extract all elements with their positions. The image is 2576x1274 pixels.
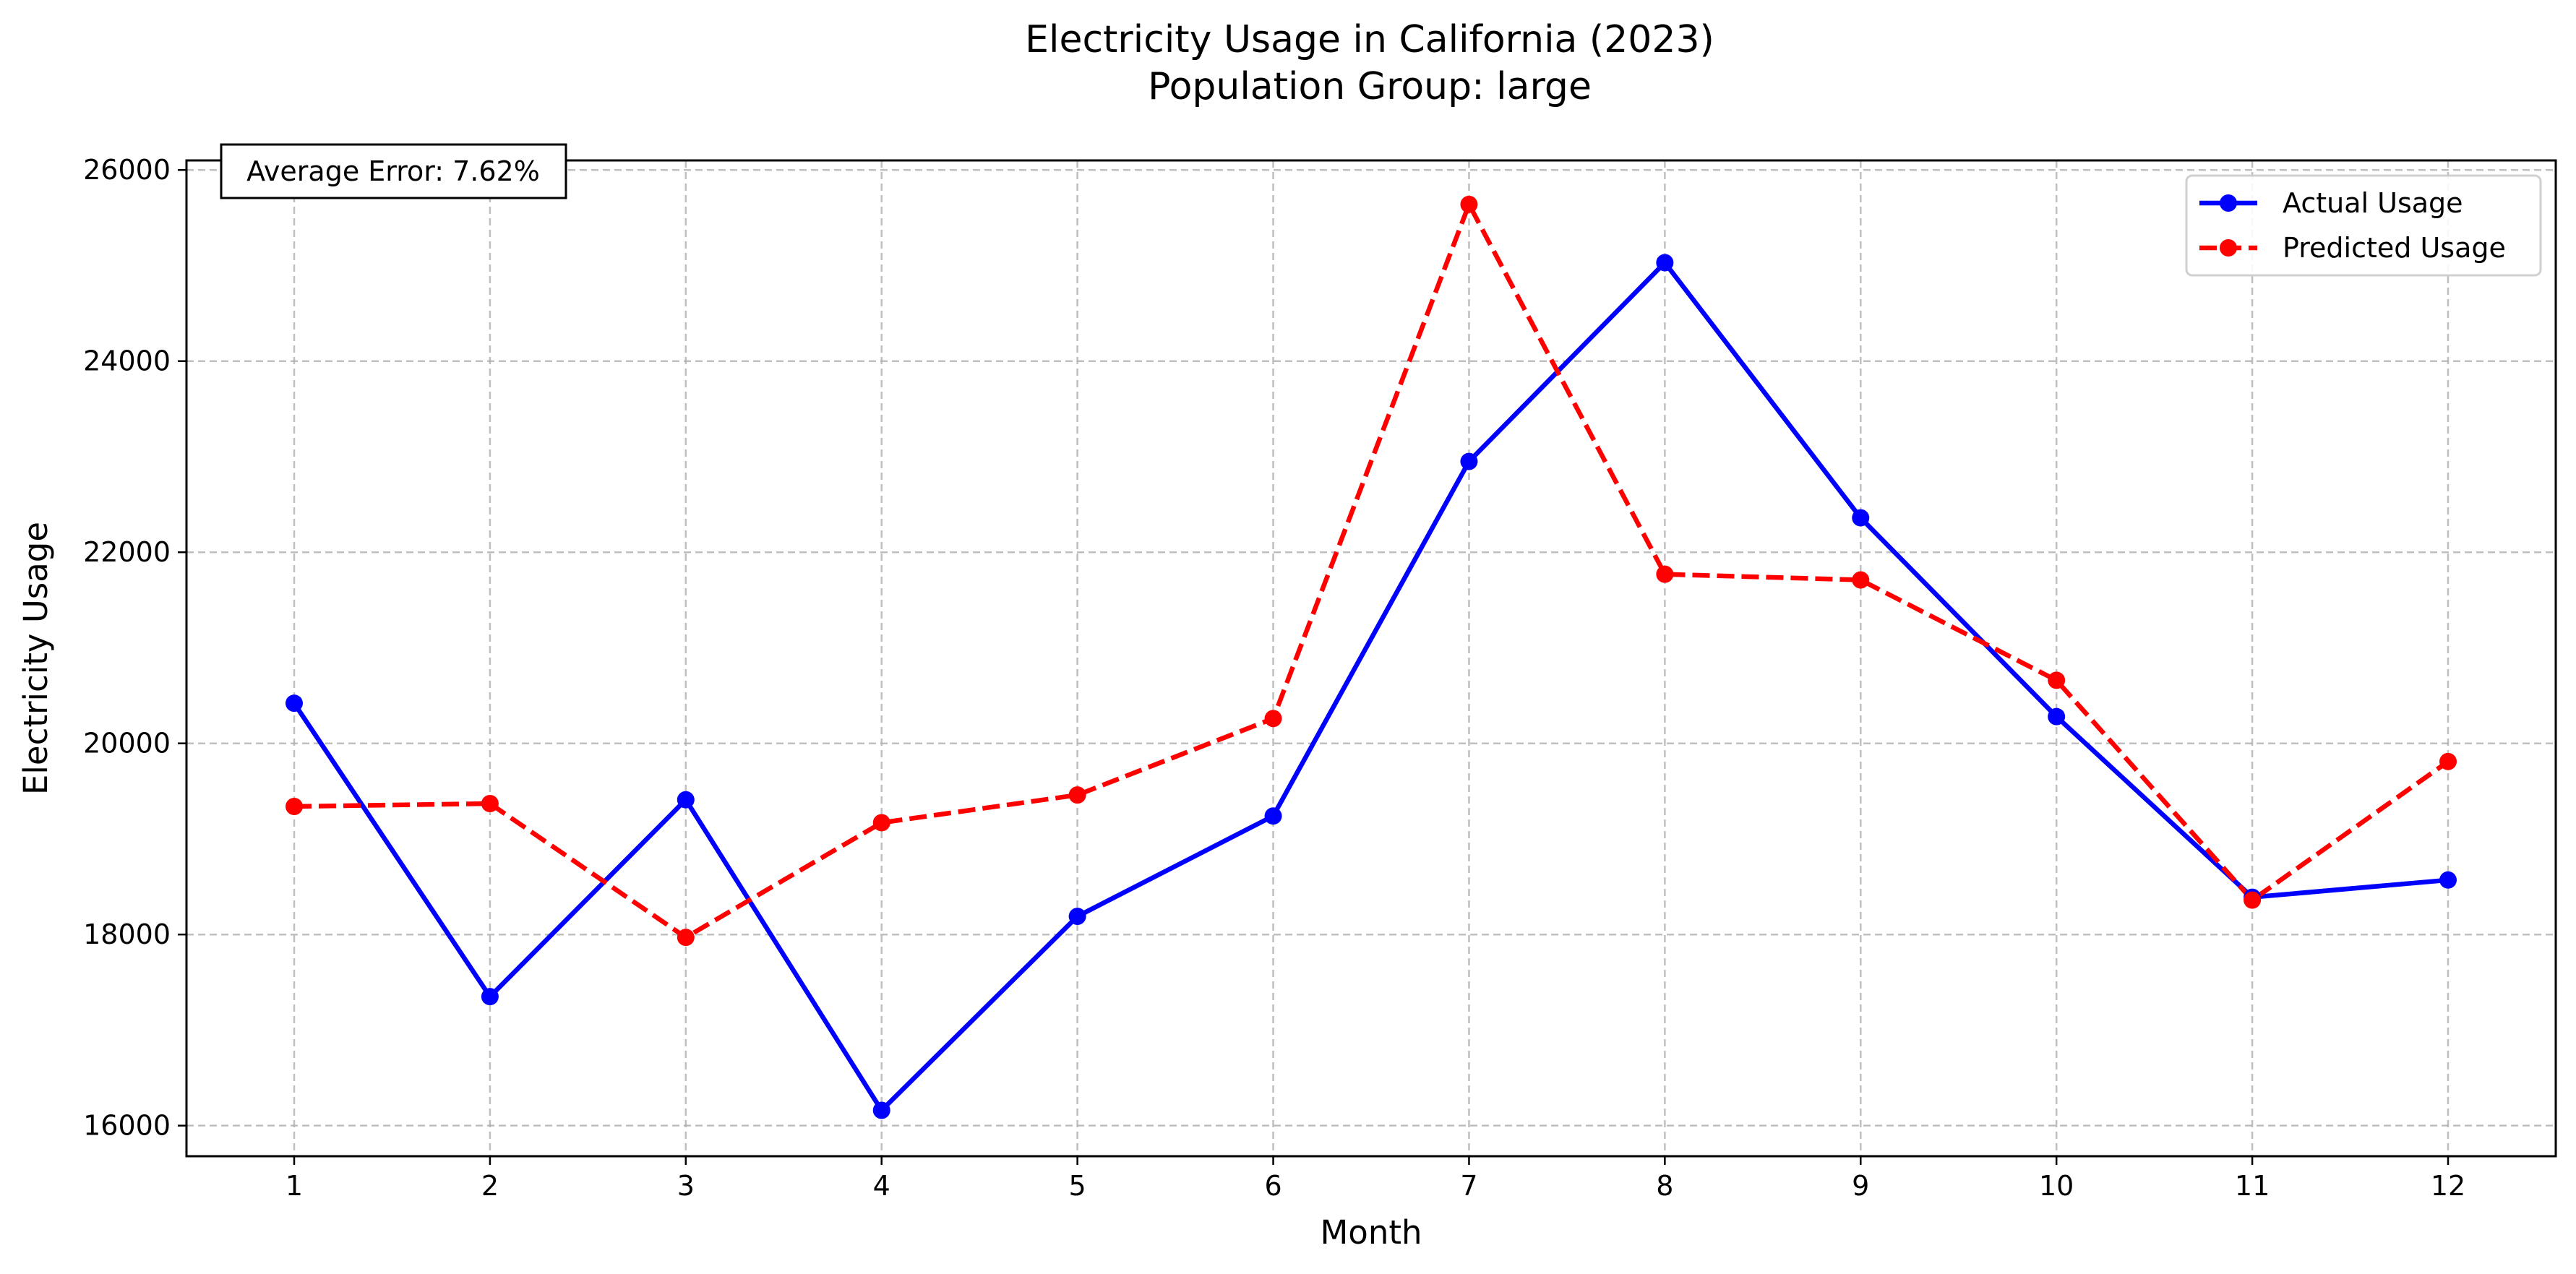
y-axis-label: Electricity Usage (17, 522, 55, 795)
chart-subtitle: Population Group: large (1148, 65, 1592, 108)
y-tick-label: 26000 (83, 154, 171, 186)
x-tick-label: 3 (677, 1170, 695, 1202)
legend-marker-actual (2220, 194, 2237, 212)
plot-frame (185, 159, 2557, 1158)
data-point-actual (1264, 807, 1282, 825)
data-point-predicted (1068, 786, 1086, 804)
data-point-actual (1460, 452, 1478, 470)
x-tick-label: 11 (2235, 1170, 2270, 1202)
legend-frame (2185, 174, 2542, 277)
series-line-actual (292, 260, 2449, 1113)
annotation-box: Average Error: 7.62% (220, 143, 567, 199)
legend: Actual Usage Predicted Usage (2185, 174, 2542, 277)
x-tick-label: 8 (1656, 1170, 1673, 1202)
average-error-annotation: Average Error: 7.62% (246, 155, 540, 187)
data-point-predicted (1460, 195, 1478, 213)
data-point-actual (1852, 509, 1870, 527)
data-point-actual (2439, 871, 2457, 889)
data-point-actual (872, 1101, 890, 1119)
data-point-predicted (2439, 752, 2457, 770)
x-axis-label: Month (1320, 1213, 1422, 1252)
x-tick-label: 2 (481, 1170, 499, 1202)
data-point-predicted (1852, 571, 1870, 589)
data-point-predicted (1264, 710, 1282, 728)
data-point-predicted (2048, 671, 2066, 689)
data-point-actual (2048, 707, 2066, 726)
y-tick-label: 20000 (83, 728, 171, 759)
data-point-actual (481, 988, 499, 1006)
x-tick-label: 4 (873, 1170, 890, 1202)
legend-label-actual: Actual Usage (2283, 187, 2463, 219)
data-point-actual (1656, 254, 1674, 272)
series-line-predicted (293, 202, 2450, 940)
x-tick-label: 9 (1852, 1170, 1869, 1202)
x-tick-label: 6 (1264, 1170, 1281, 1202)
y-axis-ticks: 16000 18000 20000 22000 24000 26000 (83, 154, 186, 1142)
x-tick-label: 1 (285, 1170, 303, 1202)
annotation-frame (220, 143, 567, 199)
data-point-actual (285, 694, 303, 713)
data-point-predicted (285, 797, 303, 815)
grid (186, 160, 2556, 1156)
data-point-predicted (677, 929, 695, 947)
data-point-predicted (1656, 565, 1674, 583)
y-tick-label: 16000 (83, 1110, 171, 1142)
x-tick-label: 5 (1069, 1170, 1086, 1202)
y-tick-label: 18000 (83, 918, 171, 950)
y-tick-label: 24000 (83, 345, 171, 377)
legend-label-predicted: Predicted Usage (2283, 232, 2506, 264)
data-point-actual (1068, 908, 1086, 926)
x-tick-label: 10 (2039, 1170, 2074, 1202)
y-tick-label: 22000 (83, 536, 171, 568)
data-point-predicted (481, 795, 499, 813)
data-point-predicted (872, 814, 890, 832)
data-point-actual (677, 791, 695, 809)
x-tick-label: 7 (1460, 1170, 1477, 1202)
chart-title: Electricity Usage in California (2023) (1025, 18, 1714, 61)
legend-marker-predicted (2220, 239, 2237, 257)
series-layer (285, 195, 2457, 1119)
data-point-predicted (2244, 891, 2262, 909)
x-tick-label: 12 (2431, 1170, 2465, 1202)
x-axis-ticks: 1 2 3 4 5 6 7 8 9 10 11 12 (285, 1156, 2465, 1202)
